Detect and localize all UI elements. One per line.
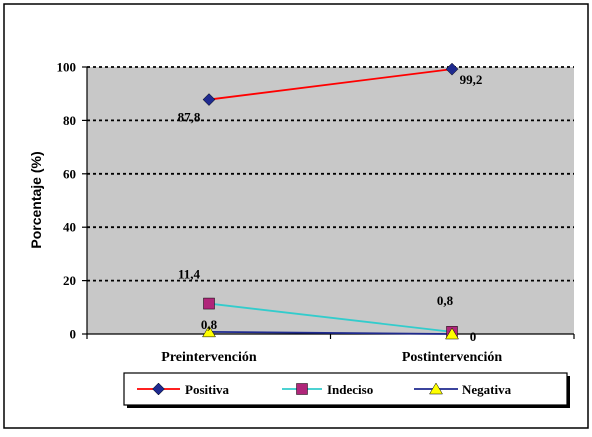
legend-label-2: Negativa [462,382,512,397]
axes [82,66,575,339]
series-2-point-0 [202,325,216,338]
legend-marker-2 [429,382,443,395]
legend-marker-0 [152,382,165,396]
y-tick-label-60: 60 [63,166,76,181]
data-label-2-1: 0 [470,329,477,344]
series-2-point-1 [445,327,459,340]
y-tick-label-20: 20 [63,273,76,288]
data-labels: 87,8 99,2 11,4 0,8 0,8 0 [178,72,483,344]
x-tick-labels: Preintervención Postintervención [161,350,502,365]
data-label-0-0: 87,8 [178,110,201,125]
x-tick-label-0: Preintervención [161,350,257,365]
y-tick-label-0: 0 [70,327,77,342]
series-0-point-1 [445,62,459,76]
series-0-point-0 [202,93,216,106]
series-line-0 [208,68,453,101]
data-label-2-0: 0,8 [201,317,218,332]
data-label-0-1: 99,2 [460,72,483,87]
y-tick-label-80: 80 [63,113,76,128]
legend-marker-1 [296,383,308,395]
series-group [202,62,459,340]
legend-box [123,372,568,406]
y-tick-label-40: 40 [63,220,76,235]
data-label-1-0: 11,4 [178,267,201,282]
series-line-2 [208,330,453,335]
legend: Positiva Indeciso Negativa [123,372,570,408]
legend-label-1: Indeciso [327,382,373,397]
y-axis-label: Porcentaje (%) [28,151,44,248]
legend-label-0: Positiva [185,382,230,397]
y-tick-labels: 0 20 40 60 80 100 [57,60,77,342]
series-line-1 [208,302,453,333]
y-tick-label-100: 100 [57,60,77,75]
series-1-point-0 [203,297,215,310]
x-tick-label-1: Postintervención [402,350,503,365]
plot-area [87,67,574,334]
data-label-1-1: 0,8 [437,293,454,308]
